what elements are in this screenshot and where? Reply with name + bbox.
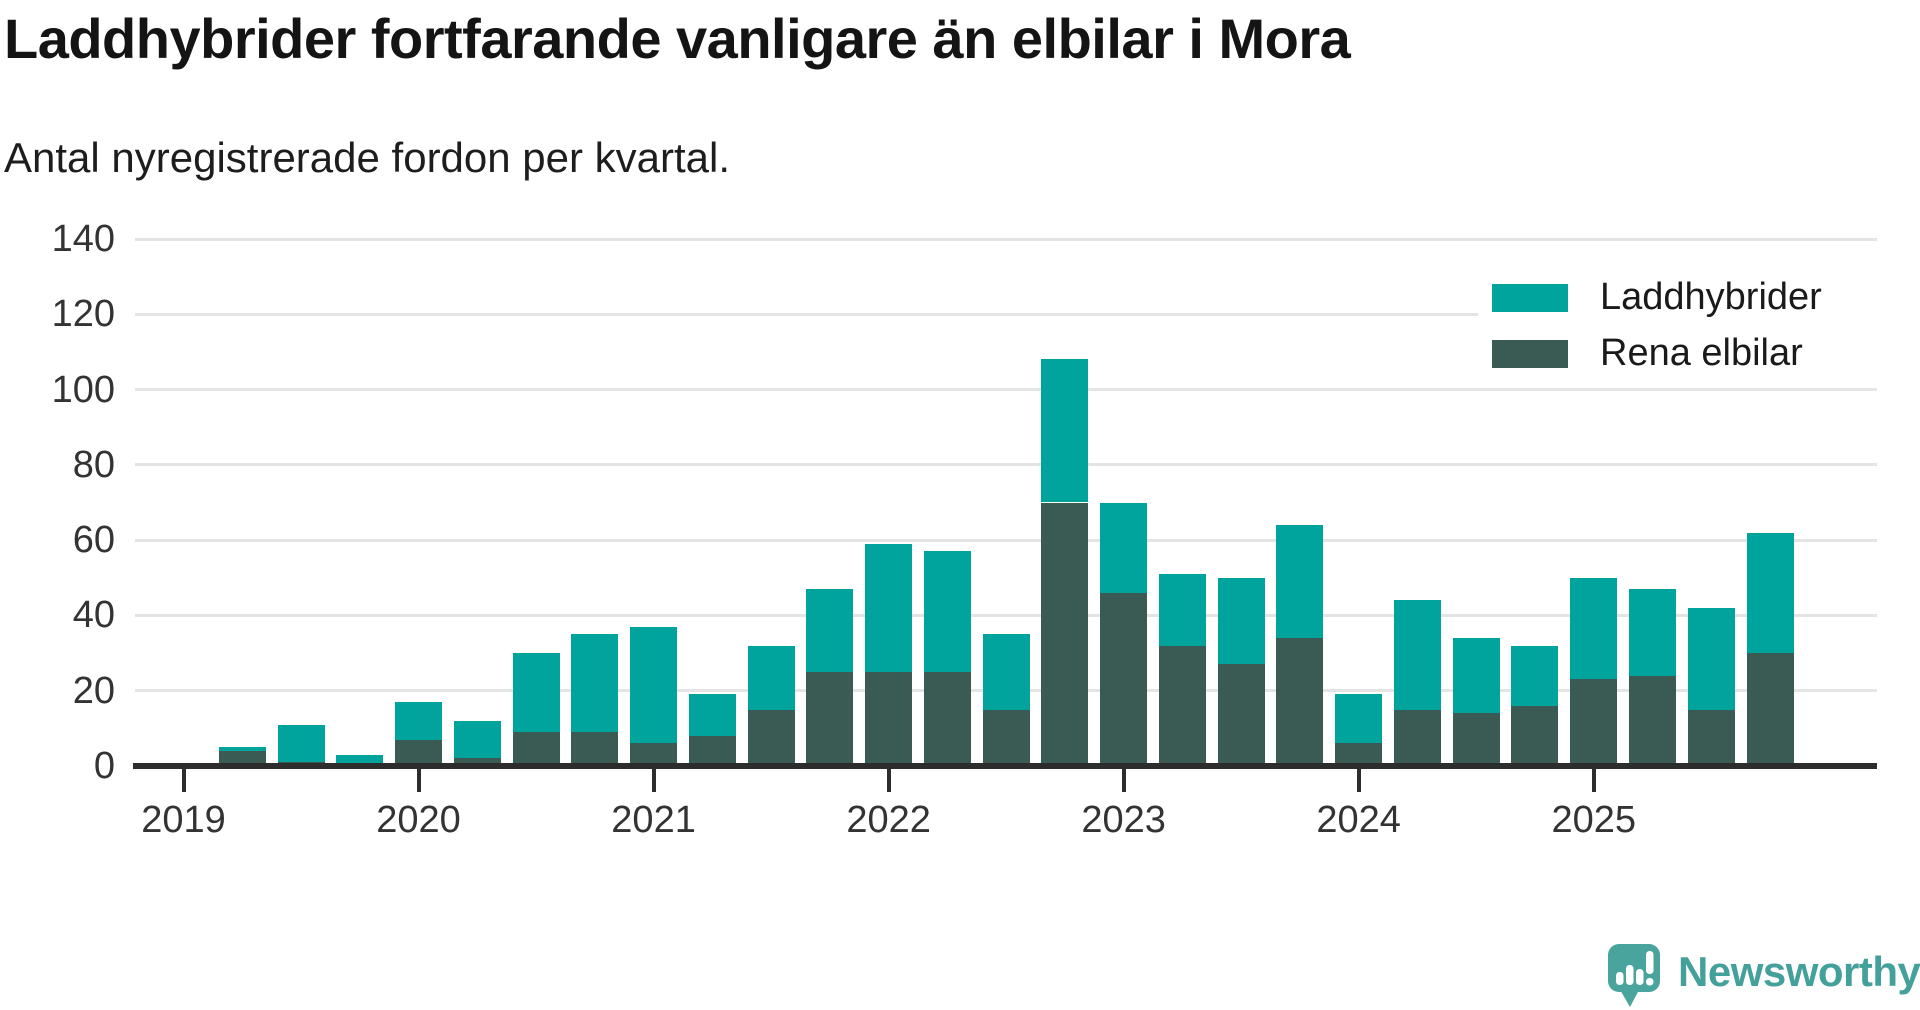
bar-laddhybrider-2024-Q1 — [1335, 694, 1383, 744]
x-tick-2021 — [651, 769, 656, 792]
bar-rena-elbilar-2023-Q2 — [1158, 645, 1206, 766]
bar-rena-elbilar-2020-Q1 — [395, 739, 443, 766]
x-tick-2023 — [1121, 769, 1126, 792]
x-axis-label-2022: 2022 — [846, 799, 931, 841]
bar-rena-elbilar-2023-Q3 — [1217, 664, 1265, 766]
bar-laddhybrider-2022-Q3 — [982, 634, 1030, 710]
bar-laddhybrider-2019-Q3 — [277, 724, 325, 763]
legend-swatch-rena-elbilar — [1492, 339, 1568, 368]
bar-laddhybrider-2021-Q1 — [630, 626, 678, 744]
bar-rena-elbilar-2024-Q3 — [1452, 713, 1500, 766]
y-axis-label-120: 120 — [51, 293, 115, 336]
bar-laddhybrider-2020-Q2 — [453, 720, 501, 759]
gridline-y-80 — [135, 463, 1877, 467]
bar-laddhybrider-2022-Q2 — [923, 551, 971, 672]
bar-rena-elbilar-2022-Q2 — [923, 671, 971, 766]
newsworthy-logo: Newsworthy — [1606, 942, 1920, 1008]
x-tick-2025 — [1591, 769, 1596, 792]
x-axis-label-2025: 2025 — [1551, 799, 1636, 841]
x-tick-2019 — [181, 769, 186, 792]
bar-laddhybrider-2025-Q2 — [1629, 589, 1676, 676]
x-axis-label-2023: 2023 — [1081, 799, 1166, 841]
bar-laddhybrider-2023-Q4 — [1276, 525, 1324, 638]
chart-title: Laddhybrider fortfarande vanligare än el… — [4, 7, 1351, 70]
bar-laddhybrider-2021-Q3 — [747, 645, 795, 710]
bar-laddhybrider-2020-Q1 — [395, 702, 443, 740]
bar-rena-elbilar-2021-Q1 — [630, 743, 678, 766]
x-axis-label-2024: 2024 — [1316, 799, 1401, 841]
bar-laddhybrider-2020-Q3 — [512, 653, 560, 733]
bar-laddhybrider-2019-Q4 — [336, 754, 384, 766]
bar-rena-elbilar-2020-Q3 — [512, 732, 560, 766]
bar-rena-elbilar-2022-Q3 — [982, 709, 1030, 766]
x-axis-label-2021: 2021 — [611, 799, 696, 841]
x-axis-label-2020: 2020 — [376, 799, 461, 841]
chart-subtitle: Antal nyregistrerade fordon per kvartal. — [4, 134, 731, 181]
gridline-y-140 — [135, 237, 1877, 241]
gridline-y-60 — [135, 538, 1877, 542]
legend-label: Rena elbilar — [1600, 332, 1803, 374]
bar-laddhybrider-2024-Q2 — [1393, 600, 1441, 710]
bar-rena-elbilar-2021-Q4 — [806, 671, 854, 766]
legend: Laddhybrider Rena elbilar — [1478, 268, 1890, 374]
legend-row-laddhybrider: Laddhybrider — [1492, 276, 1822, 319]
legend-swatch-laddhybrider — [1492, 283, 1568, 312]
bar-rena-elbilar-2025-Q4 — [1746, 653, 1794, 766]
y-axis-label-20: 20 — [72, 669, 115, 712]
bar-laddhybrider-2020-Q4 — [571, 634, 619, 733]
bar-rena-elbilar-2022-Q1 — [865, 671, 913, 766]
bar-rena-elbilar-2019-Q2 — [218, 750, 266, 766]
y-axis-label-60: 60 — [72, 519, 115, 562]
newsworthy-logo-icon — [1608, 944, 1660, 1007]
bar-rena-elbilar-2024-Q2 — [1393, 709, 1441, 766]
legend-row-rena-elbilar: Rena elbilar — [1492, 332, 1803, 375]
x-axis-line — [133, 763, 1877, 769]
y-axis-label-100: 100 — [51, 368, 115, 411]
bar-rena-elbilar-2025-Q2 — [1629, 675, 1676, 766]
bar-rena-elbilar-2022-Q4 — [1041, 502, 1089, 766]
gridline-y-100 — [135, 388, 1877, 392]
bar-laddhybrider-2023-Q3 — [1217, 577, 1265, 665]
gridline-y-120 — [135, 312, 1877, 316]
bar-rena-elbilar-2020-Q2 — [453, 758, 501, 766]
bar-rena-elbilar-2025-Q3 — [1687, 709, 1735, 766]
bar-rena-elbilar-2024-Q4 — [1511, 705, 1559, 766]
bar-laddhybrider-2025-Q1 — [1570, 577, 1618, 680]
bar-rena-elbilar-2024-Q1 — [1335, 743, 1383, 766]
bar-laddhybrider-2022-Q4 — [1041, 359, 1089, 503]
y-axis-label-40: 40 — [72, 594, 115, 637]
bar-rena-elbilar-2021-Q2 — [688, 735, 736, 766]
bar-laddhybrider-2023-Q2 — [1158, 574, 1206, 646]
newsworthy-logo-text: Newsworthy — [1678, 948, 1920, 995]
bar-rena-elbilar-2021-Q3 — [747, 709, 795, 766]
bar-rena-elbilar-2020-Q4 — [571, 732, 619, 766]
y-axis-label-140: 140 — [51, 218, 115, 260]
bar-laddhybrider-2022-Q1 — [865, 543, 913, 672]
bar-laddhybrider-2025-Q3 — [1687, 607, 1735, 710]
bar-laddhybrider-2024-Q3 — [1452, 638, 1500, 714]
bar-laddhybrider-2021-Q4 — [806, 589, 854, 672]
x-axis-label-2019: 2019 — [141, 799, 226, 841]
gridline-y-40 — [135, 613, 1877, 617]
bar-laddhybrider-2021-Q2 — [688, 694, 736, 736]
x-tick-2020 — [416, 769, 421, 792]
legend-label: Laddhybrider — [1600, 276, 1822, 318]
bar-laddhybrider-2023-Q1 — [1100, 502, 1148, 593]
x-tick-2024 — [1356, 769, 1361, 792]
y-axis-label-80: 80 — [72, 443, 115, 486]
x-tick-2022 — [886, 769, 891, 792]
bar-laddhybrider-2025-Q4 — [1746, 532, 1794, 654]
y-axis-label-0: 0 — [93, 745, 115, 787]
bar-laddhybrider-2019-Q2 — [218, 747, 266, 751]
bar-rena-elbilar-2023-Q4 — [1276, 638, 1324, 766]
bar-rena-elbilar-2023-Q1 — [1100, 592, 1148, 766]
bar-rena-elbilar-2025-Q1 — [1570, 679, 1618, 766]
bar-laddhybrider-2024-Q4 — [1511, 645, 1559, 706]
